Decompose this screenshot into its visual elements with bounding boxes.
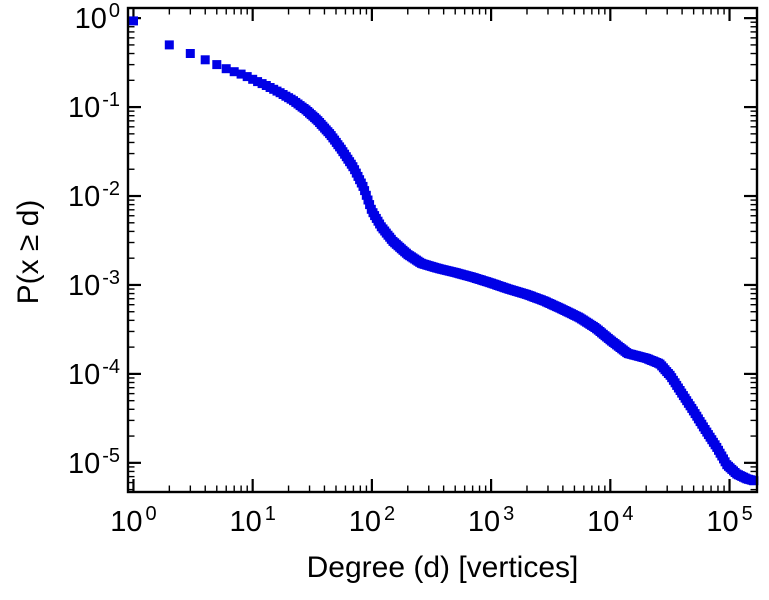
- data-point-marker: [129, 16, 138, 26]
- x-tick-label: 10 5: [706, 503, 752, 538]
- x-tick-label: 10 1: [229, 503, 275, 538]
- x-tick-label: 10 3: [468, 503, 514, 538]
- data-point-marker: [236, 69, 246, 79]
- y-tick-label: 10 -5: [68, 445, 120, 480]
- axis-ticks: [128, 8, 757, 492]
- y-axis-title: P(x ≥ d): [12, 199, 45, 305]
- y-tick-label: 10 -1: [68, 89, 120, 124]
- x-tick-label: 10 0: [110, 503, 156, 538]
- data-series: [129, 16, 759, 486]
- data-point-marker: [360, 186, 370, 196]
- data-point-marker: [200, 55, 210, 65]
- y-tick-label: 10 -4: [68, 356, 120, 391]
- y-tick-label: 10 -2: [68, 178, 120, 213]
- data-point-marker: [229, 67, 239, 77]
- data-point-marker: [185, 49, 195, 58]
- x-tick-label: 10 4: [587, 503, 633, 538]
- data-point-marker: [365, 200, 375, 210]
- data-point-marker: [221, 64, 231, 74]
- x-axis-title: Degree (d) [vertices]: [306, 551, 579, 584]
- data-point-marker: [361, 190, 371, 200]
- data-point-marker: [164, 40, 174, 50]
- y-tick-label: 10 0: [75, 0, 120, 35]
- data-point-marker: [363, 195, 373, 205]
- plot-frame: [126, 6, 759, 494]
- data-point-marker: [749, 476, 759, 486]
- data-point-marker: [242, 72, 252, 82]
- y-tick-label: 10 -3: [68, 267, 120, 302]
- data-point-marker: [248, 74, 258, 84]
- x-tick-label: 10 2: [349, 503, 395, 538]
- x-tick-labels: 10 0 10 1 10 2 10 3 10 4 10 5: [110, 503, 752, 538]
- data-point-marker: [212, 60, 222, 70]
